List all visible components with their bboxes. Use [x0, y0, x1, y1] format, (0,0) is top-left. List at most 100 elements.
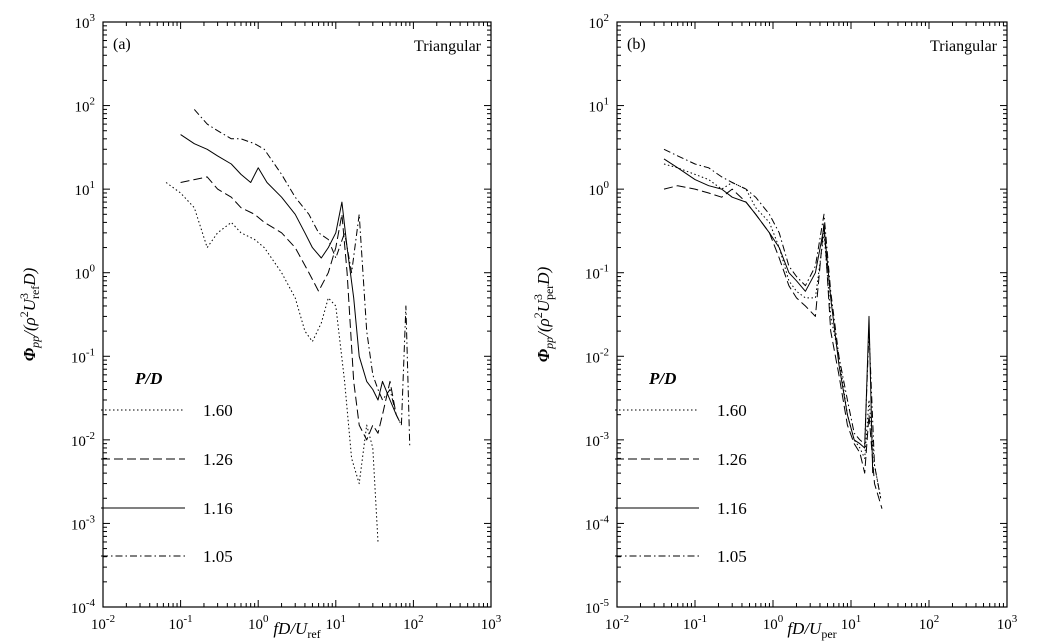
y-tick-label: 101 [75, 179, 96, 199]
tick-base: 10 [91, 617, 106, 633]
tick-exponent: 1 [90, 179, 96, 191]
series-line-1-60 [165, 182, 379, 543]
y-tick-label: 100 [75, 263, 96, 283]
tick-exponent: -3 [86, 513, 96, 525]
chart-panel-b: 10-2 10-1 100 101 102 10310-510-410-310-210-1… [531, 12, 1018, 641]
x-axis-label: fD/Uref [273, 619, 320, 641]
legend-title: P/D [648, 369, 676, 388]
tick-base: 10 [585, 267, 600, 283]
tick-exponent: 1 [604, 96, 610, 108]
tick-exponent: 0 [778, 613, 784, 625]
x-tick-label: 103 [997, 613, 1018, 633]
legend-label: 1.26 [203, 450, 233, 469]
tick-base: 10 [71, 350, 86, 366]
y-tick-label: 10-3 [71, 513, 96, 533]
tick-exponent: -1 [600, 263, 609, 275]
plot-frame [616, 21, 1008, 608]
axis-ticks [102, 21, 492, 608]
tick-exponent: 1 [856, 613, 862, 625]
tick-exponent: -4 [600, 513, 610, 525]
tick-base: 10 [605, 617, 620, 633]
y-label-end: D) [20, 267, 39, 286]
y-tick-label: 10-1 [585, 263, 609, 283]
tick-exponent: 2 [418, 613, 424, 625]
y-label-u-sub: ref [28, 286, 42, 299]
series-line-1-16 [180, 134, 397, 415]
tick-base: 10 [71, 601, 86, 617]
tick-exponent: -1 [184, 613, 193, 625]
tick-exponent: 3 [496, 613, 502, 625]
legend-label: 1.60 [717, 401, 747, 420]
panel-label: (b) [627, 36, 646, 53]
y-label-sub: pp [542, 337, 556, 350]
tick-base: 10 [248, 617, 263, 633]
legend-label: 1.60 [203, 401, 233, 420]
tick-exponent: -4 [86, 597, 96, 609]
y-label-sub: pp [28, 336, 42, 349]
tick-base: 10 [75, 100, 90, 116]
tick-base: 10 [481, 617, 496, 633]
tick-base: 10 [326, 617, 341, 633]
y-tick-label: 10-2 [585, 346, 609, 366]
tick-exponent: -2 [620, 613, 629, 625]
y-label-rest: /(ρ [20, 317, 39, 337]
x-tick-label: 10-1 [683, 613, 707, 633]
tick-exponent: -1 [698, 613, 707, 625]
series-line-1-16 [663, 158, 874, 474]
chart-title: Triangular [930, 38, 998, 55]
tick-exponent: -2 [106, 613, 115, 625]
y-label-phi: Φ [534, 348, 553, 362]
series-line-1-26 [180, 176, 402, 441]
x-axis-label-main: fD/U [273, 619, 309, 638]
tick-exponent: 0 [263, 613, 269, 625]
tick-base: 10 [919, 617, 934, 633]
tick-base: 10 [763, 617, 778, 633]
legend-label: 1.05 [717, 547, 747, 566]
x-axis-label-sub: ref [307, 627, 320, 641]
tick-base: 10 [585, 434, 600, 450]
y-tick-label: 102 [75, 96, 96, 116]
tick-base: 10 [71, 434, 86, 450]
tick-base: 10 [589, 16, 604, 32]
tick-exponent: -2 [600, 346, 609, 358]
plot-frame [102, 21, 492, 608]
chart-title: Triangular [414, 38, 482, 55]
x-tick-label: 10-2 [91, 613, 115, 633]
series-group [165, 109, 411, 543]
series-line-1-60 [663, 163, 882, 499]
legend: P/D 1.60 1.26 1.16 1.05 [615, 369, 747, 566]
tick-base: 10 [75, 267, 90, 283]
x-tick-label: 101 [841, 613, 862, 633]
tick-base: 10 [585, 350, 600, 366]
x-tick-label: 100 [763, 613, 784, 633]
axis-ticks [616, 21, 1008, 608]
y-tick-label: 10-2 [71, 430, 95, 450]
y-tick-label: 101 [589, 96, 610, 116]
tick-exponent: 2 [604, 12, 610, 24]
y-label-u-sub: per [542, 285, 556, 300]
y-label-u: U [20, 297, 39, 311]
tick-exponent: 2 [934, 613, 940, 625]
y-axis-label: Φpp/(ρ2U3perD) [531, 266, 556, 362]
legend: P/D 1.60 1.26 1.16 1.05 [101, 369, 233, 566]
tick-exponent: 3 [1012, 613, 1018, 625]
tick-base: 10 [589, 100, 604, 116]
legend-label: 1.16 [203, 499, 233, 518]
y-tick-label: 102 [589, 12, 610, 32]
y-tick-label: 10-4 [71, 597, 96, 617]
x-axis-label: fD/Uper [787, 619, 836, 641]
tick-base: 10 [403, 617, 418, 633]
tick-base: 10 [841, 617, 856, 633]
tick-base: 10 [71, 517, 86, 533]
tick-base: 10 [683, 617, 698, 633]
x-tick-label: 103 [481, 613, 502, 633]
tick-exponent: -5 [600, 597, 610, 609]
tick-exponent: 3 [90, 12, 96, 24]
y-tick-label: 100 [589, 179, 610, 199]
x-tick-label: 102 [403, 613, 424, 633]
legend-title: P/D [134, 369, 162, 388]
chart-panel-a: 10-2 10-1 100 101 102 10310-410-310-210-11001… [17, 12, 502, 641]
y-tick-label: 10-3 [585, 430, 610, 450]
y-label-end: D) [534, 266, 553, 285]
